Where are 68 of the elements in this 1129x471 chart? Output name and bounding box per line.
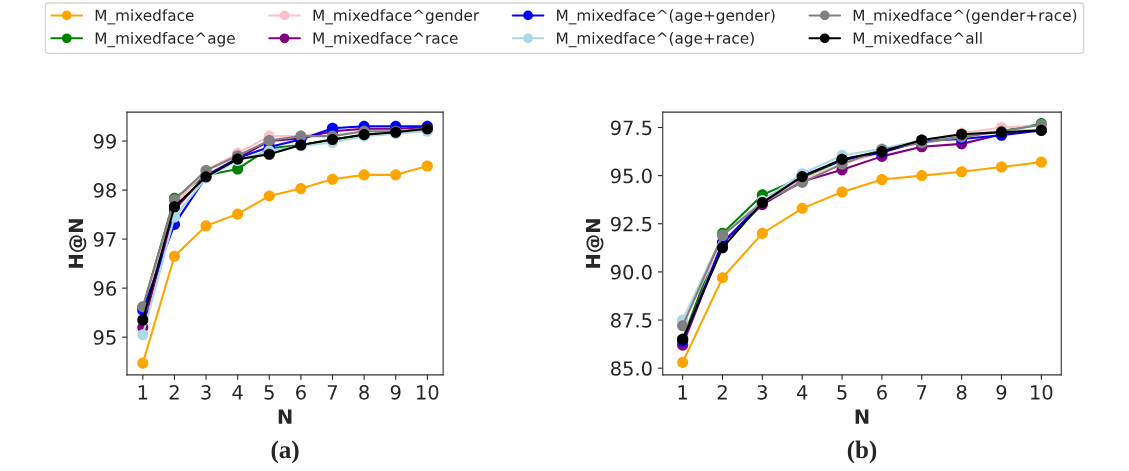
point bbox=[137, 357, 149, 369]
y-axis-title: H@N bbox=[68, 219, 87, 268]
x-tick-label: 3 bbox=[201, 384, 211, 400]
point bbox=[232, 208, 244, 220]
y-tick-label: 97.5 bbox=[610, 120, 652, 136]
point bbox=[168, 250, 180, 262]
y-tick-label: 87.5 bbox=[611, 313, 652, 328]
point bbox=[916, 170, 928, 182]
x-tick-label: 3 bbox=[757, 384, 767, 400]
point bbox=[716, 242, 729, 254]
y-tick-label: 95 bbox=[93, 330, 116, 345]
x-tick-label: 6 bbox=[296, 384, 306, 400]
point bbox=[358, 169, 370, 181]
point bbox=[995, 161, 1008, 173]
x-axis-title: N bbox=[278, 409, 292, 424]
x-tick-label: 4 bbox=[796, 385, 808, 400]
point bbox=[326, 173, 339, 185]
x-tick-label: 7 bbox=[327, 385, 338, 400]
y-tick-label: 98 bbox=[93, 183, 116, 198]
point bbox=[137, 329, 149, 341]
x-tick-label: 4 bbox=[232, 385, 243, 400]
point bbox=[390, 169, 402, 181]
x-tick-label: 10 bbox=[1031, 384, 1053, 400]
x-tick-label: 6 bbox=[877, 384, 887, 400]
x-tick-label: 9 bbox=[996, 384, 1007, 400]
point bbox=[263, 190, 275, 202]
y-axis-title: H@N bbox=[585, 219, 604, 268]
y-tick-label: 97 bbox=[93, 232, 116, 247]
y-tick-label: 99 bbox=[93, 133, 116, 149]
x-tick-label: 5 bbox=[837, 385, 847, 400]
x-tick-label: 9 bbox=[390, 384, 401, 400]
x-tick-label: 2 bbox=[169, 384, 179, 400]
legend-label: M_mixedface^age bbox=[95, 32, 235, 48]
y-tick-label: 96 bbox=[93, 281, 117, 296]
legend-label: M_mixedface^(gender+race) bbox=[853, 9, 1077, 25]
point bbox=[956, 166, 968, 178]
x-tick-label: 8 bbox=[359, 384, 369, 400]
x-tick-label: 2 bbox=[717, 384, 727, 400]
point bbox=[836, 186, 848, 198]
point bbox=[1035, 156, 1047, 168]
legend-label: M_mixedface^all bbox=[853, 32, 982, 48]
point bbox=[876, 173, 888, 186]
point bbox=[716, 272, 729, 284]
legend-label: M_mixedface^(age+gender) bbox=[557, 9, 775, 25]
point bbox=[677, 356, 689, 368]
x-axis-title: N bbox=[855, 409, 869, 424]
legend-label: M_mixedface^race bbox=[313, 32, 458, 48]
text: (a) bbox=[271, 440, 299, 464]
legend-label: M_mixedface^gender bbox=[313, 9, 480, 25]
point bbox=[200, 220, 212, 232]
x-tick-label: 7 bbox=[917, 385, 927, 400]
point bbox=[295, 183, 307, 195]
x-tick-label: 8 bbox=[956, 384, 967, 400]
x-tick-label: 1 bbox=[678, 385, 688, 400]
point bbox=[796, 202, 808, 214]
x-tick-label: 1 bbox=[138, 385, 148, 400]
x-tick-label: 5 bbox=[264, 385, 274, 400]
y-tick-label: 85.0 bbox=[611, 361, 652, 376]
point bbox=[756, 227, 768, 239]
y-tick-label: 95.0 bbox=[610, 168, 652, 184]
point bbox=[421, 160, 433, 172]
point bbox=[137, 314, 149, 326]
y-tick-label: 92.5 bbox=[610, 216, 652, 232]
text: (b) bbox=[847, 440, 877, 464]
legend-label: M_mixedface^(age+race) bbox=[557, 32, 754, 48]
legend-label: M_mixedface bbox=[95, 9, 194, 25]
x-tick-label: 10 bbox=[417, 384, 439, 400]
y-tick-label: 90.0 bbox=[610, 264, 652, 280]
